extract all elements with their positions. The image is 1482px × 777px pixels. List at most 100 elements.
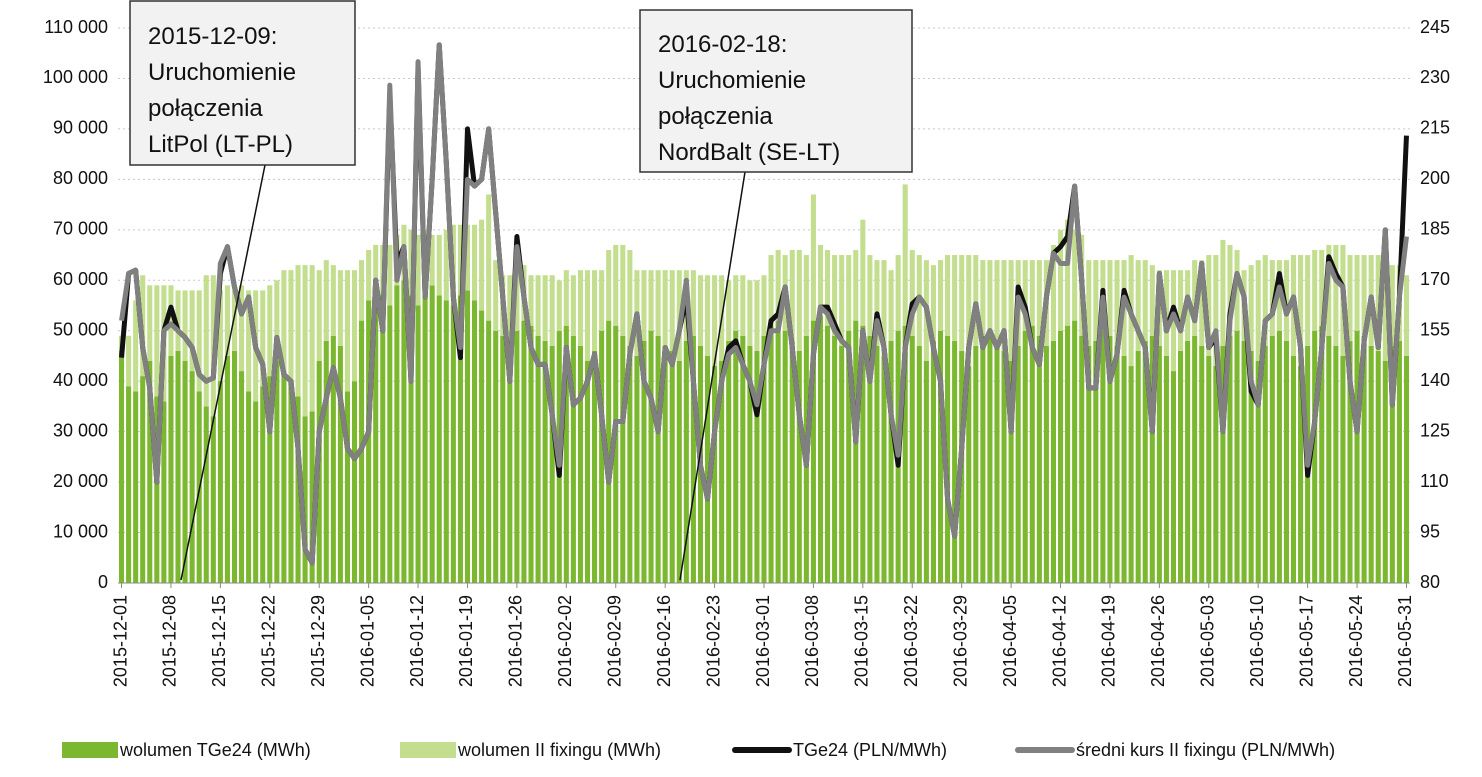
bar: [1340, 355, 1346, 583]
bar: [599, 270, 605, 331]
bar: [380, 295, 386, 583]
bar: [450, 305, 456, 583]
bar: [980, 335, 986, 583]
bar: [994, 260, 1000, 341]
bar: [937, 330, 944, 583]
bar: [281, 270, 287, 372]
bar: [655, 270, 661, 336]
y2-tick-label: 110: [1420, 471, 1449, 491]
bar: [754, 280, 760, 351]
bar: [683, 340, 689, 583]
bar: [373, 244, 379, 291]
bar: [817, 244, 824, 316]
bar: [966, 255, 972, 367]
legend-label: wolumen TGe24 (MWh): [119, 740, 311, 760]
bar: [909, 335, 915, 583]
bar: [556, 280, 562, 331]
bar: [443, 300, 449, 583]
y2-tick-label: 170: [1420, 269, 1450, 289]
bar: [782, 330, 788, 583]
bar: [662, 270, 668, 346]
bar: [1234, 330, 1240, 583]
bar: [457, 295, 463, 583]
annotation-pointer: [180, 164, 266, 581]
bar: [592, 350, 598, 583]
bar: [1396, 340, 1402, 583]
bar: [1213, 366, 1219, 583]
bar: [1312, 250, 1318, 331]
bar: [479, 219, 485, 311]
bar: [175, 290, 181, 351]
bar: [832, 335, 838, 583]
bar: [479, 310, 485, 583]
annotation-text: Uruchomienie: [148, 59, 296, 86]
bar: [1072, 320, 1078, 583]
bar: [217, 381, 223, 583]
bar: [189, 290, 195, 372]
bar: [712, 275, 718, 367]
y2-tick-label: 80: [1420, 572, 1440, 592]
bar: [118, 350, 125, 583]
bar: [429, 285, 435, 583]
bar: [507, 275, 513, 341]
bar: [1050, 244, 1057, 341]
bar: [1178, 350, 1184, 583]
bar: [1354, 330, 1360, 583]
y2-tick-label: 245: [1420, 17, 1450, 37]
bar: [1001, 350, 1007, 583]
axes: 0 10 000 20 000 30 000 40 000 50 000 60 000 70 …: [43, 17, 1450, 687]
bar: [761, 335, 767, 583]
bar: [824, 325, 831, 583]
bar: [1001, 260, 1007, 351]
bar: [1135, 260, 1141, 351]
bar: [563, 325, 569, 583]
bar: [789, 340, 795, 583]
bar: [1227, 244, 1233, 336]
bar: [1128, 366, 1134, 583]
bar: [408, 229, 414, 296]
bar: [1163, 355, 1169, 583]
bar: [1227, 335, 1233, 583]
bar: [471, 300, 478, 583]
bar: [344, 270, 350, 392]
y2-tick-label: 215: [1420, 118, 1450, 138]
bar: [359, 260, 365, 321]
bar: [839, 255, 845, 346]
x-tick-label: 2016-04-26: [1148, 595, 1168, 687]
bar: [1269, 260, 1275, 336]
bar: [1347, 255, 1353, 341]
bar: [210, 416, 216, 583]
y-tick-label: 80 000: [53, 168, 108, 188]
bar: [704, 355, 711, 583]
bar: [528, 275, 534, 326]
bar: [888, 270, 894, 341]
bar: [387, 244, 393, 306]
x-tick-label: 2016-04-05: [1000, 595, 1020, 687]
bar: [549, 275, 555, 346]
bar: [789, 250, 795, 341]
bar: [592, 270, 598, 351]
x-tick-label: 2016-03-15: [852, 595, 872, 687]
bar: [344, 391, 350, 583]
legend: wolumen TGe24 (MWh) wolumen II fixingu (M…: [62, 740, 1335, 760]
bar: [648, 330, 654, 583]
bar: [422, 290, 428, 583]
x-tick-label: 2016-01-05: [357, 595, 377, 687]
legend-label: średni kurs II fixingu (PLN/MWh): [1076, 740, 1335, 760]
bar: [140, 376, 146, 583]
bar: [182, 361, 188, 583]
bar: [1375, 350, 1381, 583]
bar: [316, 270, 322, 361]
bar: [930, 340, 936, 583]
bar: [994, 340, 1000, 583]
bar: [337, 345, 343, 583]
bar: [909, 250, 915, 336]
bar: [754, 350, 760, 583]
bar: [231, 350, 238, 583]
bar: [1072, 229, 1078, 321]
bar: [1142, 340, 1148, 583]
bar: [1149, 265, 1155, 336]
bar: [493, 330, 499, 583]
bar: [945, 255, 951, 336]
x-tick-label: 2016-05-03: [1198, 595, 1218, 687]
